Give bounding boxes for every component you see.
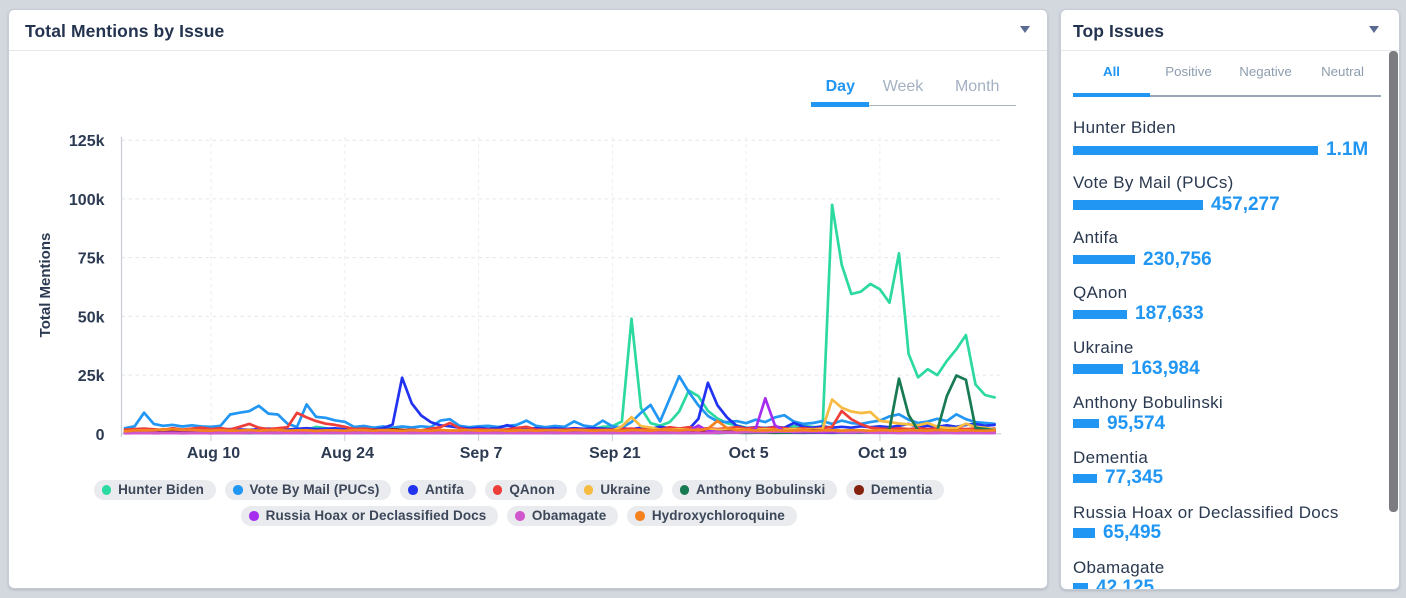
svg-text:Aug 24: Aug 24 bbox=[321, 445, 374, 462]
svg-text:Total Mentions: Total Mentions bbox=[37, 233, 54, 338]
svg-text:Aug 10: Aug 10 bbox=[187, 445, 240, 462]
svg-text:0: 0 bbox=[96, 427, 105, 444]
svg-text:125k: 125k bbox=[69, 133, 105, 150]
svg-text:50k: 50k bbox=[78, 309, 105, 326]
svg-text:Sep 21: Sep 21 bbox=[589, 445, 641, 462]
svg-text:Sep 7: Sep 7 bbox=[460, 445, 503, 462]
svg-text:Oct 5: Oct 5 bbox=[729, 445, 769, 462]
svg-text:25k: 25k bbox=[78, 368, 105, 385]
svg-text:100k: 100k bbox=[69, 192, 105, 209]
svg-text:75k: 75k bbox=[78, 251, 105, 268]
svg-text:Oct 19: Oct 19 bbox=[858, 445, 907, 462]
